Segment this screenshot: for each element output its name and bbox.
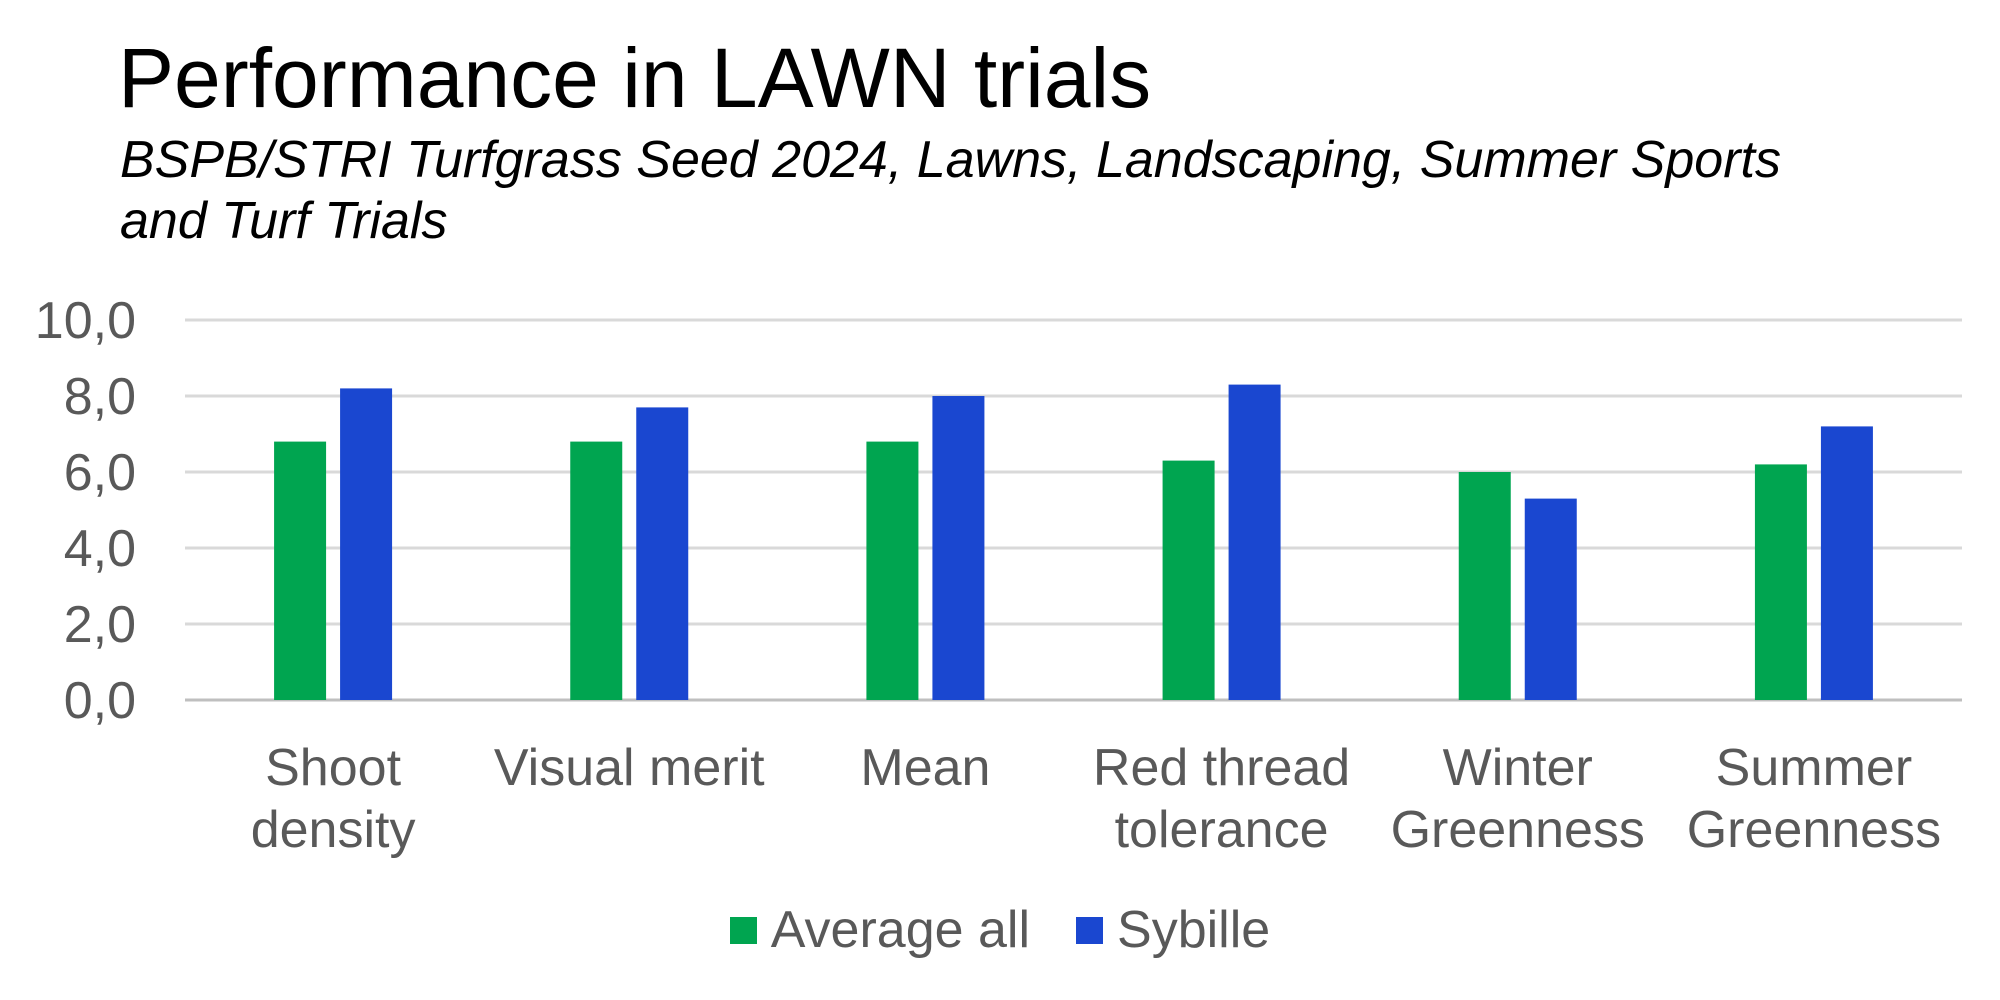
bar-average-all — [570, 441, 623, 700]
legend-item-sybille: Sybille — [1076, 900, 1270, 960]
x-category-label: Summer — [1716, 739, 1912, 797]
x-category-label: density — [251, 801, 416, 859]
legend-swatch-average-all — [729, 916, 757, 944]
legend-swatch-sybille — [1076, 916, 1104, 944]
y-tick-label: 10,0 — [35, 292, 136, 350]
bar-average-all — [1458, 472, 1511, 700]
y-tick-label: 6,0 — [64, 444, 136, 502]
y-tick-label: 8,0 — [64, 368, 136, 426]
y-tick-label: 4,0 — [64, 520, 136, 578]
x-category-label: Winter — [1443, 739, 1593, 797]
x-category-label: Mean — [860, 739, 990, 797]
legend-label-average-all: Average all — [770, 901, 1031, 959]
bar-average-all — [1162, 460, 1215, 700]
chart-subtitle: BSPB/STRI Turfgrass Seed 2024, Lawns, La… — [120, 131, 1781, 250]
y-tick-label: 0,0 — [64, 672, 136, 730]
bar-sybille — [636, 407, 689, 700]
bar-sybille — [1820, 426, 1873, 700]
bar-sybille — [340, 388, 393, 700]
x-category-label: Visual merit — [494, 739, 765, 797]
y-tick-label: 2,0 — [64, 596, 136, 654]
x-category-label: Greenness — [1391, 801, 1645, 859]
bar-sybille — [932, 396, 985, 700]
legend-label-sybille: Sybille — [1117, 901, 1271, 959]
x-category-label: tolerance — [1115, 801, 1329, 859]
x-category-label: Greenness — [1687, 801, 1941, 859]
gridlines — [185, 318, 1962, 702]
x-category-label: Red thread — [1093, 739, 1350, 797]
bar-average-all — [866, 441, 919, 700]
bars — [274, 384, 1873, 700]
legend-item-average-all: Average all — [729, 900, 1031, 960]
legend: Average all Sybille — [0, 900, 2000, 960]
chart-title: Performance in LAWN trials — [118, 31, 1152, 125]
y-axis: 0,0 2,0 4,0 6,0 8,0 10,0 — [35, 292, 136, 730]
bar-average-all — [1754, 464, 1807, 700]
bar-sybille — [1524, 498, 1577, 700]
bar-sybille — [1228, 384, 1281, 700]
bar-average-all — [274, 441, 327, 700]
x-category-label: Shoot — [265, 739, 401, 797]
